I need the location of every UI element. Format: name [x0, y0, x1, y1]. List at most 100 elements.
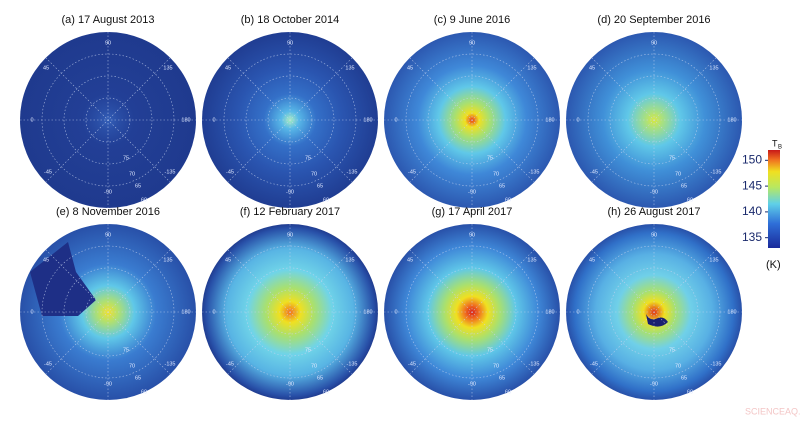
grid-label: -45: [44, 169, 52, 175]
grid-label: 70: [493, 171, 499, 177]
grid-label: 75: [669, 347, 675, 353]
grid-label: -45: [226, 361, 234, 367]
grid-label: 0: [576, 309, 579, 315]
grid-label: 180: [727, 117, 736, 123]
grid-label: 75: [487, 347, 493, 353]
grid-label: 75: [123, 347, 129, 353]
grid-spoke: [409, 57, 535, 183]
grid-label: 65: [135, 183, 141, 189]
grid-label: 180: [181, 117, 190, 123]
grid-label: 60: [687, 197, 693, 203]
grid-label: 135: [345, 65, 354, 71]
colorbar-title: T: [772, 138, 778, 148]
grid-circle: [427, 75, 517, 165]
grid-spoke: [591, 249, 717, 375]
grid-label: -45: [590, 169, 598, 175]
panel-title: (f) 12 February 2017: [240, 206, 340, 218]
grid-label: -45: [408, 361, 416, 367]
grid-label: -90: [650, 381, 658, 387]
grid-label: -90: [468, 381, 476, 387]
grid-label: -45: [590, 361, 598, 367]
panel-title: (d) 20 September 2016: [597, 14, 710, 26]
grid-spoke: [227, 57, 353, 183]
grid-label: -135: [528, 169, 539, 175]
grid-label: 75: [305, 155, 311, 161]
grid-label: 135: [527, 257, 536, 263]
grid-label: 90: [287, 40, 293, 46]
grid-label: 45: [407, 257, 413, 263]
data-gap: [30, 242, 96, 316]
grid-label: 90: [105, 232, 111, 238]
colorbar-tick-label: 150: [742, 152, 762, 166]
grid-label: 60: [323, 197, 329, 203]
grid-label: 180: [181, 309, 190, 315]
grid-label: -90: [286, 381, 294, 387]
panel-title: (h) 26 August 2017: [608, 206, 701, 218]
grid-label: 180: [363, 309, 372, 315]
grid-spoke: [45, 57, 171, 183]
grid-label: 65: [317, 375, 323, 381]
grid-label: 45: [589, 65, 595, 71]
grid-spoke: [227, 249, 353, 375]
grid-label: 45: [589, 257, 595, 263]
grid-label: 65: [317, 183, 323, 189]
grid-label: -135: [164, 361, 175, 367]
grid-spoke: [409, 249, 535, 375]
grid-label: 60: [141, 389, 147, 395]
grid-label: 60: [323, 389, 329, 395]
grid-label: -135: [528, 361, 539, 367]
grid-label: 180: [545, 309, 554, 315]
grid-label: 90: [469, 232, 475, 238]
grid-label: -90: [468, 189, 476, 195]
panel-title: (g) 17 April 2017: [432, 206, 513, 218]
grid-label: 0: [394, 309, 397, 315]
grid-label: 45: [43, 257, 49, 263]
grid-label: 65: [499, 375, 505, 381]
grid-label: 70: [675, 363, 681, 369]
grid-label: -90: [104, 381, 112, 387]
grid-label: 90: [651, 40, 657, 46]
grid-label: 60: [505, 197, 511, 203]
grid-label: 0: [576, 117, 579, 123]
grid-label: 65: [681, 183, 687, 189]
grid-circle: [427, 267, 517, 357]
grid-label: 180: [727, 309, 736, 315]
grid-label: -45: [408, 169, 416, 175]
grid-label: 0: [394, 117, 397, 123]
grid-circle: [245, 75, 335, 165]
grid-label: 135: [163, 65, 172, 71]
grid-label: 135: [709, 257, 718, 263]
colorbar-subscript: B: [778, 145, 782, 151]
grid-label: 70: [493, 363, 499, 369]
grid-spoke: [45, 249, 171, 375]
grid-label: 75: [487, 155, 493, 161]
colorbar-unit: (K): [766, 259, 781, 271]
grid-label: 65: [681, 375, 687, 381]
grid-label: 0: [212, 309, 215, 315]
grid-spoke: [591, 57, 717, 183]
grid-label: 135: [709, 65, 718, 71]
grid-label: 0: [212, 117, 215, 123]
grid-label: 60: [505, 389, 511, 395]
grid-label: 60: [687, 389, 693, 395]
grid-label: 45: [43, 65, 49, 71]
grid-label: 45: [407, 65, 413, 71]
grid-circle: [63, 267, 153, 357]
grid-label: 0: [30, 117, 33, 123]
grid-label: -135: [710, 361, 721, 367]
grid-label: 45: [225, 257, 231, 263]
grid-label: 70: [129, 363, 135, 369]
grid-label: -45: [226, 169, 234, 175]
grid-label: 90: [651, 232, 657, 238]
panel-title: (a) 17 August 2013: [62, 14, 155, 26]
grid-label: -90: [104, 189, 112, 195]
colorbar: [768, 150, 780, 248]
panel-title: (b) 18 October 2014: [241, 14, 339, 26]
grid-label: 65: [135, 375, 141, 381]
grid-label: -135: [346, 169, 357, 175]
grid-label: -135: [346, 361, 357, 367]
grid-label: 70: [311, 363, 317, 369]
grid-label: -90: [286, 189, 294, 195]
grid-label: 45: [225, 65, 231, 71]
